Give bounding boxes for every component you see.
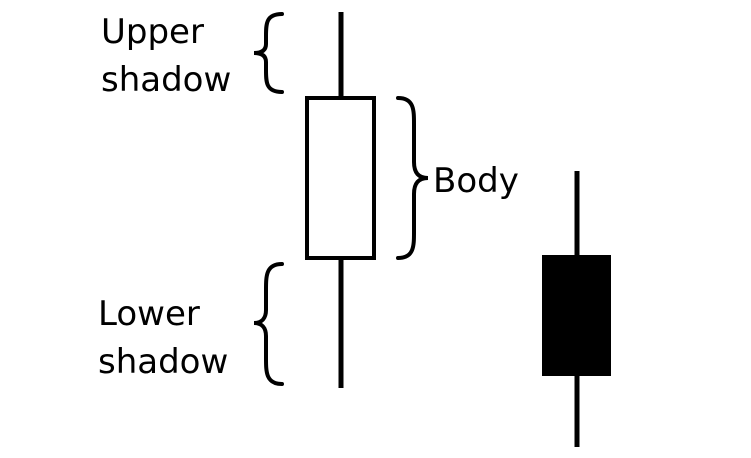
lower-shadow-brace [253,262,284,386]
upper-shadow-brace [253,12,284,94]
upper-shadow-label-line1: Upper [101,12,204,52]
hollow-candle-body [305,96,376,260]
body-brace [396,96,429,260]
body-label: Body [433,161,519,201]
lower-shadow-label-line2: shadow [98,342,228,382]
filled-candlestick [542,171,611,447]
filled-candle-body [542,255,611,376]
lower-shadow-label-line1: Lower [98,294,200,334]
upper-shadow-label-line2: shadow [101,60,231,100]
hollow-candlestick [305,12,376,388]
